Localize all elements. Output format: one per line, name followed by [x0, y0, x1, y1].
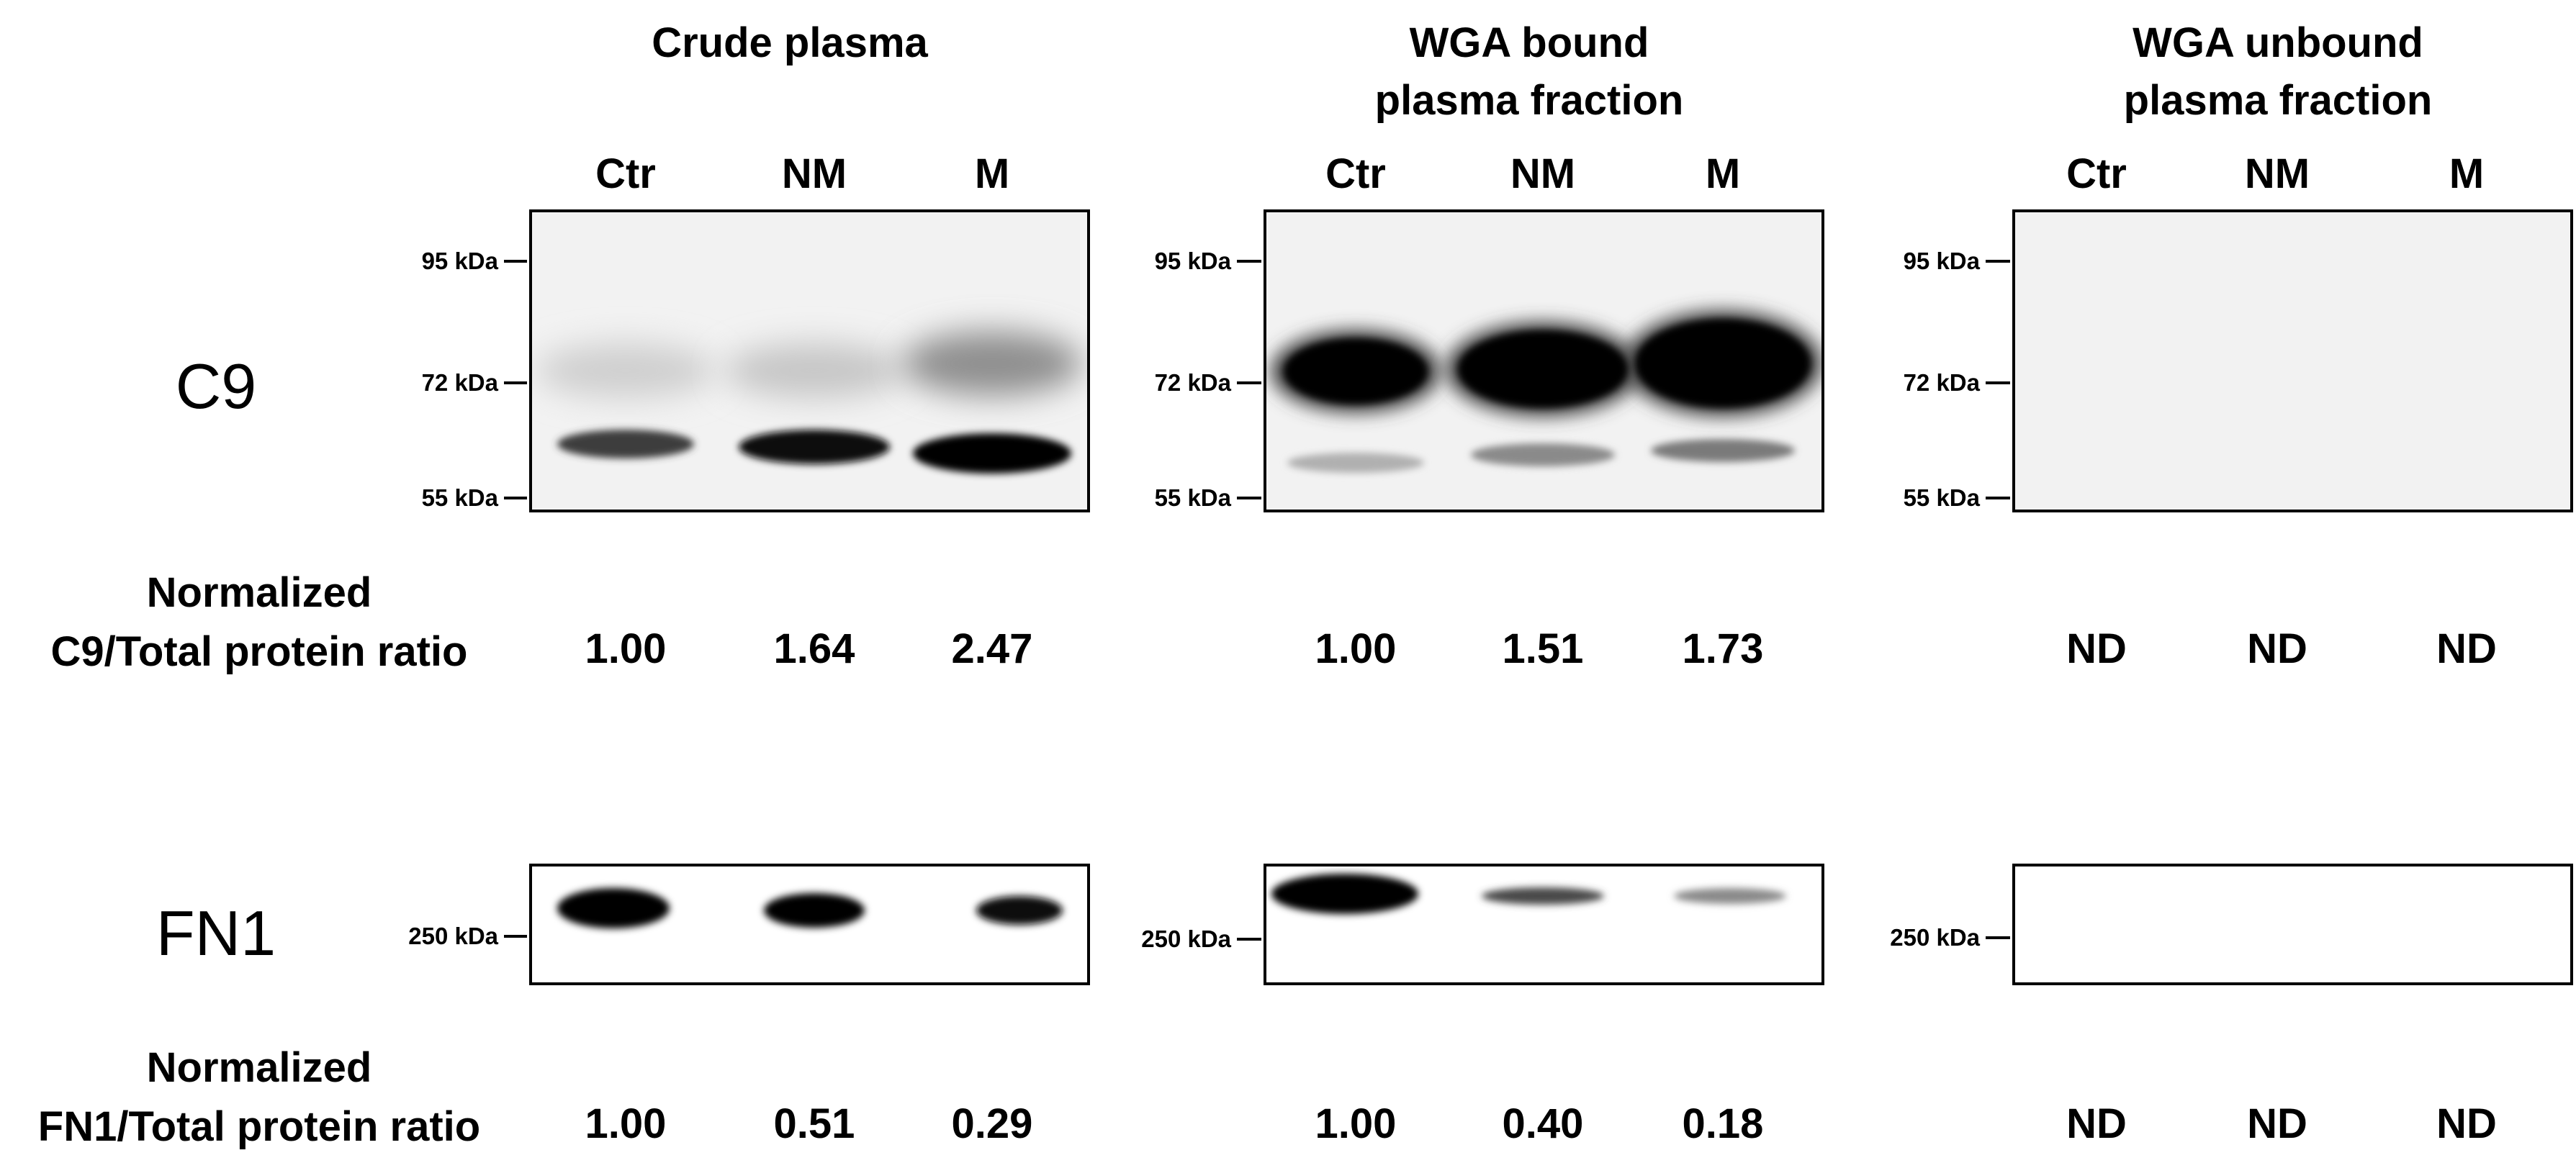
lane-label-unbound-nm: NM [2244, 150, 2310, 197]
c9-value-unbound-nm: ND [2247, 625, 2307, 672]
c9-value-crude-m: 2.47 [951, 625, 1033, 672]
protein-label-fn1: FN1 [156, 897, 276, 969]
marker-55-unbound: 55 kDa [1903, 484, 1980, 511]
lane-label-bound-nm: NM [1510, 150, 1576, 197]
fn1-value-crude-m: 0.29 [951, 1100, 1033, 1147]
c9-value-crude-nm: 1.64 [773, 625, 855, 672]
lane-label-bound-ctr: Ctr [1325, 150, 1386, 197]
lane-label-crude-m: M [974, 150, 1010, 197]
c9-value-crude-ctr: 1.00 [585, 625, 667, 672]
blot-fn1-bound [1264, 864, 1824, 985]
marker-72-bound: 72 kDa [1154, 369, 1231, 396]
blot-c9-bound [1264, 209, 1824, 512]
blot-c9-crude [529, 209, 1090, 512]
marker-ticks [504, 260, 2010, 941]
c9-value-bound-m: 1.73 [1682, 625, 1764, 672]
marker-250-bound: 250 kDa [1141, 926, 1231, 952]
marker-72-unbound: 72 kDa [1903, 369, 1980, 396]
panel-title-wga-bound: WGA bound plasma fraction [1374, 19, 1684, 124]
marker-95-unbound: 95 kDa [1903, 248, 1980, 274]
marker-72-crude: 72 kDa [421, 369, 498, 396]
lane-label-crude-ctr: Ctr [595, 150, 656, 197]
protein-label-c9: C9 [175, 350, 257, 422]
fn1-value-unbound-ctr: ND [2066, 1100, 2127, 1147]
lane-label-bound-m: M [1705, 150, 1741, 197]
row-label-c9-ratio: Normalized C9/Total protein ratio [50, 569, 468, 675]
fn1-value-unbound-nm: ND [2247, 1100, 2307, 1147]
panel-title-wga-unbound: WGA unbound plasma fraction [2123, 19, 2433, 124]
fn1-value-crude-nm: 0.51 [773, 1100, 855, 1147]
fn1-value-bound-m: 0.18 [1682, 1100, 1764, 1147]
marker-55-bound: 55 kDa [1154, 484, 1231, 511]
marker-95-crude: 95 kDa [421, 248, 498, 274]
marker-95-bound: 95 kDa [1154, 248, 1231, 274]
blot-c9-unbound [2012, 209, 2573, 512]
c9-value-bound-ctr: 1.00 [1315, 625, 1397, 672]
lane-label-crude-nm: NM [781, 150, 847, 197]
lane-label-unbound-ctr: Ctr [2066, 150, 2127, 197]
fn1-value-bound-ctr: 1.00 [1315, 1100, 1397, 1147]
marker-250-crude: 250 kDa [408, 923, 498, 949]
marker-55-crude: 55 kDa [421, 484, 498, 511]
blot-fn1-unbound [2012, 864, 2573, 985]
row-label-fn1-ratio: Normalized FN1/Total protein ratio [37, 1044, 481, 1150]
fn1-value-unbound-m: ND [2436, 1100, 2497, 1147]
lane-label-unbound-m: M [2449, 150, 2485, 197]
fn1-value-crude-ctr: 1.00 [585, 1100, 667, 1147]
fn1-value-bound-nm: 0.40 [1502, 1100, 1584, 1147]
c9-value-bound-nm: 1.51 [1502, 625, 1584, 672]
blot-fn1-crude [529, 864, 1090, 985]
marker-250-unbound: 250 kDa [1890, 924, 1980, 951]
c9-value-unbound-m: ND [2436, 625, 2497, 672]
panel-title-crude: Crude plasma [652, 19, 928, 66]
c9-value-unbound-ctr: ND [2066, 625, 2127, 672]
